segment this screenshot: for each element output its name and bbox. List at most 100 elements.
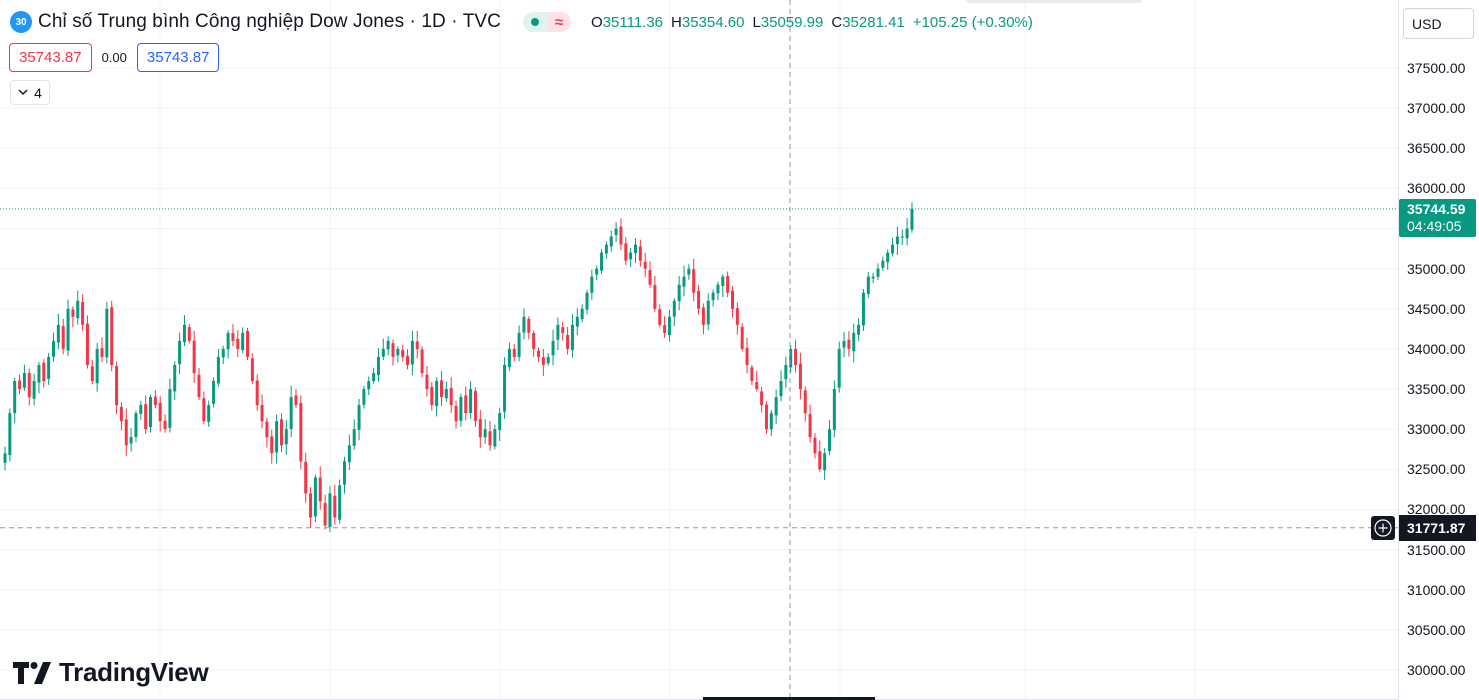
add-plus-icon[interactable] <box>1371 516 1395 540</box>
price-axis-label: 33000.00 <box>1407 421 1466 438</box>
candle-body <box>561 327 565 333</box>
candle-body <box>178 340 182 365</box>
price-axis-divider <box>1398 0 1399 700</box>
candle-body <box>813 437 817 454</box>
candle-body <box>803 390 807 414</box>
candle-body <box>47 356 51 379</box>
candle-body <box>32 381 36 399</box>
price-axis-label: 34500.00 <box>1407 300 1466 317</box>
candle-body <box>643 261 647 269</box>
candle-body <box>149 397 152 428</box>
candle-body <box>100 348 104 357</box>
candle-body <box>677 284 681 302</box>
candle-body <box>687 268 691 275</box>
currency-label: USD <box>1412 15 1442 32</box>
candle-body <box>192 340 196 374</box>
candle-body <box>163 420 167 430</box>
candle-body <box>440 380 443 398</box>
candle-body <box>590 276 594 293</box>
candle-body <box>784 364 788 380</box>
candle-body <box>861 292 865 326</box>
candle-body <box>774 397 778 416</box>
low-label: L <box>752 13 761 31</box>
candle-body <box>391 343 395 357</box>
candle-body <box>343 461 346 485</box>
tradingview-logo[interactable]: TradingView <box>13 657 209 688</box>
candle-body <box>619 226 623 245</box>
candle-body <box>182 324 186 343</box>
buy-button[interactable]: 35743.87 <box>136 43 220 72</box>
candle-body <box>381 348 385 357</box>
change-value: +105.25 (+0.30%) <box>912 13 1033 31</box>
candle-body <box>493 429 497 447</box>
candle-body <box>488 431 492 446</box>
candle-body <box>634 244 637 253</box>
currency-button[interactable]: USD <box>1403 8 1474 39</box>
candle-body <box>52 340 55 357</box>
symbol-title[interactable]: Chỉ số Trung bình Công nghiệp Dow Jones … <box>38 11 501 32</box>
candle-body <box>575 316 579 327</box>
candle-body <box>716 284 720 294</box>
sell-button[interactable]: 35743.87 <box>9 43 92 72</box>
candlestick-chart[interactable] <box>0 0 1398 700</box>
candle-body <box>847 339 851 349</box>
candle-body <box>231 333 235 341</box>
crosshair-price-label: 31771.87 <box>1399 515 1476 541</box>
candle-body <box>832 389 836 430</box>
candle-body <box>527 318 531 333</box>
candle-body <box>779 381 783 397</box>
candle-body <box>110 307 114 365</box>
candle-body <box>556 324 560 340</box>
candle-body <box>570 324 574 350</box>
candle-body <box>66 308 70 351</box>
indicators-count: 4 <box>34 84 42 101</box>
candle-body <box>459 397 463 421</box>
candle-body <box>386 340 390 350</box>
price-axis-label: 36500.00 <box>1407 140 1466 157</box>
candle-body <box>367 381 371 390</box>
candle-body <box>498 413 502 430</box>
candle-body <box>895 236 899 245</box>
candle-body <box>905 228 909 239</box>
candle-body <box>18 380 22 390</box>
candle-body <box>711 292 715 301</box>
candle-body <box>255 380 259 406</box>
candle-body <box>682 276 686 287</box>
indicators-toggle-button[interactable]: 4 <box>10 80 50 105</box>
candle-body <box>323 503 327 526</box>
candle-body <box>454 405 458 422</box>
candle-body <box>745 347 749 365</box>
trade-buttons: 35743.87 0.00 35743.87 <box>9 43 220 72</box>
candle-body <box>672 300 676 317</box>
candle-body <box>270 436 274 454</box>
candle-body <box>609 236 613 247</box>
tradingview-logo-icon <box>13 661 51 684</box>
candle-body <box>735 308 739 325</box>
candle-body <box>124 419 128 446</box>
open-value: 35111.36 <box>602 13 664 31</box>
candle-body <box>871 276 875 279</box>
price-axis-label: 37500.00 <box>1407 60 1466 76</box>
candle-body <box>818 451 822 470</box>
candle-body <box>507 348 511 368</box>
candle-body <box>701 307 705 325</box>
price-axis-label: 30000.00 <box>1407 662 1466 678</box>
close-label: C <box>831 13 843 31</box>
candle-body <box>667 316 671 336</box>
candle-body <box>212 381 216 404</box>
candle-body <box>517 332 521 357</box>
candle-body <box>260 404 264 422</box>
candle-body <box>483 429 487 438</box>
candle-body <box>328 493 332 527</box>
candle-body <box>56 324 60 343</box>
market-status[interactable]: ≈ <box>523 12 571 32</box>
price-axis-label: 32000.00 <box>1407 501 1466 518</box>
candle-body <box>241 332 245 351</box>
price-axis-label: 33500.00 <box>1407 381 1466 398</box>
symbol-logo-icon[interactable]: 30 <box>10 11 32 33</box>
candle-body <box>522 316 526 333</box>
candle-body <box>246 331 249 357</box>
candle-body <box>207 405 211 422</box>
candle-body <box>910 208 914 230</box>
